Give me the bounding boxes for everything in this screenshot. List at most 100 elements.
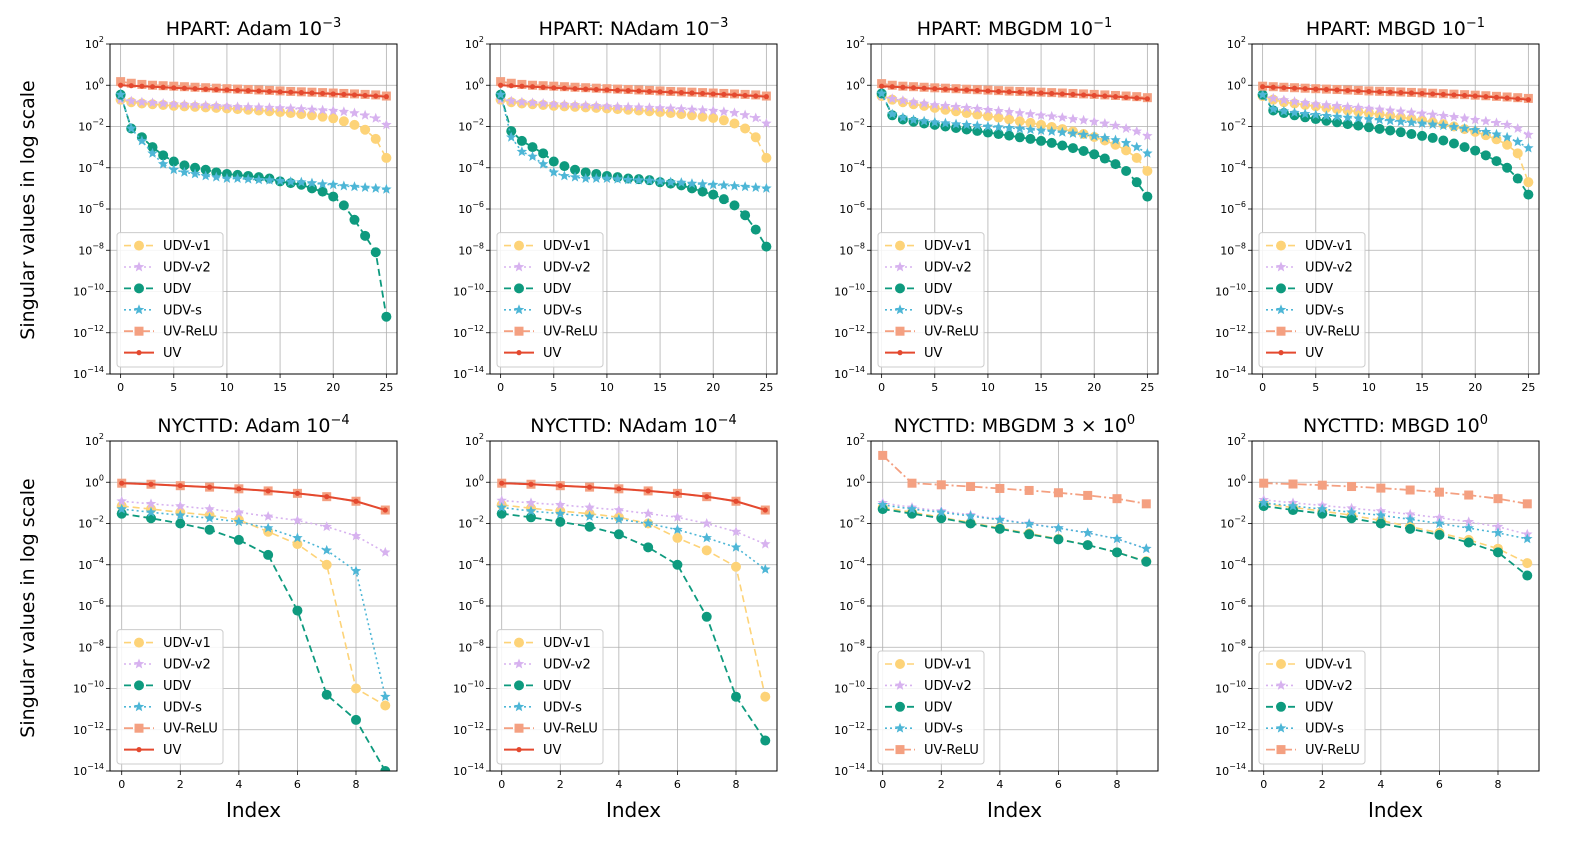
point-udv_s-9 xyxy=(1141,543,1152,554)
point-uv-7 xyxy=(192,86,198,92)
point-udv-7 xyxy=(1463,537,1474,548)
point-uv-21 xyxy=(1102,93,1108,99)
point-udv_s-8 xyxy=(1342,112,1353,123)
point-udv-23 xyxy=(1502,162,1513,173)
point-legend-udv_s-0 xyxy=(894,722,906,733)
x-tick-label: 6 xyxy=(674,778,681,791)
point-legend-udv_s-0 xyxy=(513,304,525,315)
point-uv-2 xyxy=(900,84,906,90)
point-udv_v1-11 xyxy=(993,112,1004,123)
point-udv-15 xyxy=(1036,135,1047,146)
point-legend-uv_relu-0 xyxy=(1276,745,1286,755)
series-group xyxy=(877,450,1152,567)
point-uv-2 xyxy=(557,483,563,489)
axes-frame xyxy=(870,43,1159,375)
point-udv_v2-1 xyxy=(525,497,537,508)
point-udv_v2-5 xyxy=(642,508,654,519)
point-udv_v2-1 xyxy=(506,95,517,106)
x-tick-label: 25 xyxy=(759,381,773,394)
point-udv_s-7 xyxy=(701,532,712,543)
point-udv-4 xyxy=(158,150,169,161)
point-udv_s-22 xyxy=(1491,128,1502,139)
legend-label-udv: UDV xyxy=(1305,700,1333,715)
point-udv_v2-7 xyxy=(701,518,712,528)
y-tick-label: 10−14 xyxy=(834,762,865,778)
point-udv_v2-15 xyxy=(274,102,286,113)
point-udv-8 xyxy=(351,714,361,725)
x-tick-label: 25 xyxy=(379,381,393,394)
point-udv-18 xyxy=(1067,143,1078,154)
point-uv_relu-8 xyxy=(1112,494,1122,504)
point-udv_v2-3 xyxy=(147,97,158,108)
point-udv_v2-6 xyxy=(672,511,683,522)
legend: UDV-v1 UDV-v2 UDV UDV-s UV-ReLU xyxy=(1258,650,1366,765)
point-uv-7 xyxy=(953,86,959,93)
point-udv_v2-4 xyxy=(613,504,625,515)
point-udv-25 xyxy=(1523,189,1534,200)
point-udv_v1-10 xyxy=(982,111,993,122)
point-legend-udv_s-0 xyxy=(133,304,145,315)
point-udv_s-0 xyxy=(495,89,506,100)
point-uv_relu-7 xyxy=(1083,490,1093,500)
point-uv-9 xyxy=(762,507,768,513)
point-udv_v1-23 xyxy=(740,123,751,134)
point-udv-5 xyxy=(643,542,654,553)
series-group xyxy=(1257,81,1534,200)
x-tick-label: 25 xyxy=(1140,381,1154,394)
point-udv_s-3 xyxy=(908,114,919,125)
y-tick-label: 10−10 xyxy=(73,283,104,299)
point-udv-7 xyxy=(570,164,581,175)
point-uv-12 xyxy=(245,88,251,94)
point-udv-21 xyxy=(1099,153,1110,164)
y-tick-label: 102 xyxy=(85,35,104,51)
point-udv_v1-7 xyxy=(701,545,712,556)
point-uv-8 xyxy=(353,498,359,504)
series-line-uv_relu xyxy=(882,454,1147,505)
point-udv_v1-13 xyxy=(1014,116,1025,127)
point-udv_s-5 xyxy=(1310,109,1322,120)
point-udv_s-0 xyxy=(116,503,127,514)
point-legend-uv-0 xyxy=(897,350,903,356)
point-udv_s-10 xyxy=(1363,113,1375,124)
point-udv-12 xyxy=(1004,130,1015,141)
point-udv_v2-9 xyxy=(972,103,983,114)
x-tick-label: 20 xyxy=(706,381,720,394)
point-udv-8 xyxy=(580,167,591,178)
point-udv_v1-19 xyxy=(317,111,328,122)
point-uv-9 xyxy=(1355,88,1361,94)
y-tick-label: 102 xyxy=(846,35,865,51)
point-udv_s-25 xyxy=(761,182,772,193)
point-legend-udv_v2-0 xyxy=(133,261,145,272)
point-udv_s-7 xyxy=(1082,527,1093,538)
point-udv-5 xyxy=(1024,529,1035,540)
point-udv-9 xyxy=(380,766,391,771)
point-udv_s-20 xyxy=(1469,124,1481,135)
point-udv-24 xyxy=(1512,173,1523,184)
y-tick-label: 102 xyxy=(85,432,104,448)
point-udv-2 xyxy=(555,516,566,527)
point-uv-9 xyxy=(974,87,980,94)
point-udv-22 xyxy=(1491,156,1502,167)
chart-panel-6: 10−14 10−12 10−10 10−8 10−6 10−4 10−2 100 102 0 2 4… xyxy=(453,413,778,822)
axes-frame xyxy=(489,440,778,772)
x-tick-label: 0 xyxy=(118,778,125,791)
point-udv_s-12 xyxy=(1384,115,1396,126)
point-udv_s-23 xyxy=(739,181,751,192)
y-axis-label-top: Singular values in log scale xyxy=(17,80,39,339)
point-udv-5 xyxy=(168,156,179,167)
point-udv_s-11 xyxy=(993,121,1004,132)
point-legend-uv_relu-0 xyxy=(514,326,524,336)
point-uv-12 xyxy=(625,88,631,94)
point-udv-7 xyxy=(321,689,332,700)
point-udv_v1-15 xyxy=(275,107,286,118)
point-udv_s-5 xyxy=(642,518,654,528)
point-udv-12 xyxy=(1385,125,1396,136)
y-tick-label: 10−10 xyxy=(453,680,484,696)
point-udv_s-12 xyxy=(242,173,254,184)
legend-label-udv_s: UDV-s xyxy=(1305,722,1344,737)
point-udv_v1-12 xyxy=(1004,114,1015,125)
point-udv_v1-24 xyxy=(370,133,381,144)
legend-label-udv: UDV xyxy=(163,679,191,694)
point-legend-udv-0 xyxy=(134,680,144,691)
legend-label-udv_s: UDV-s xyxy=(924,722,963,737)
